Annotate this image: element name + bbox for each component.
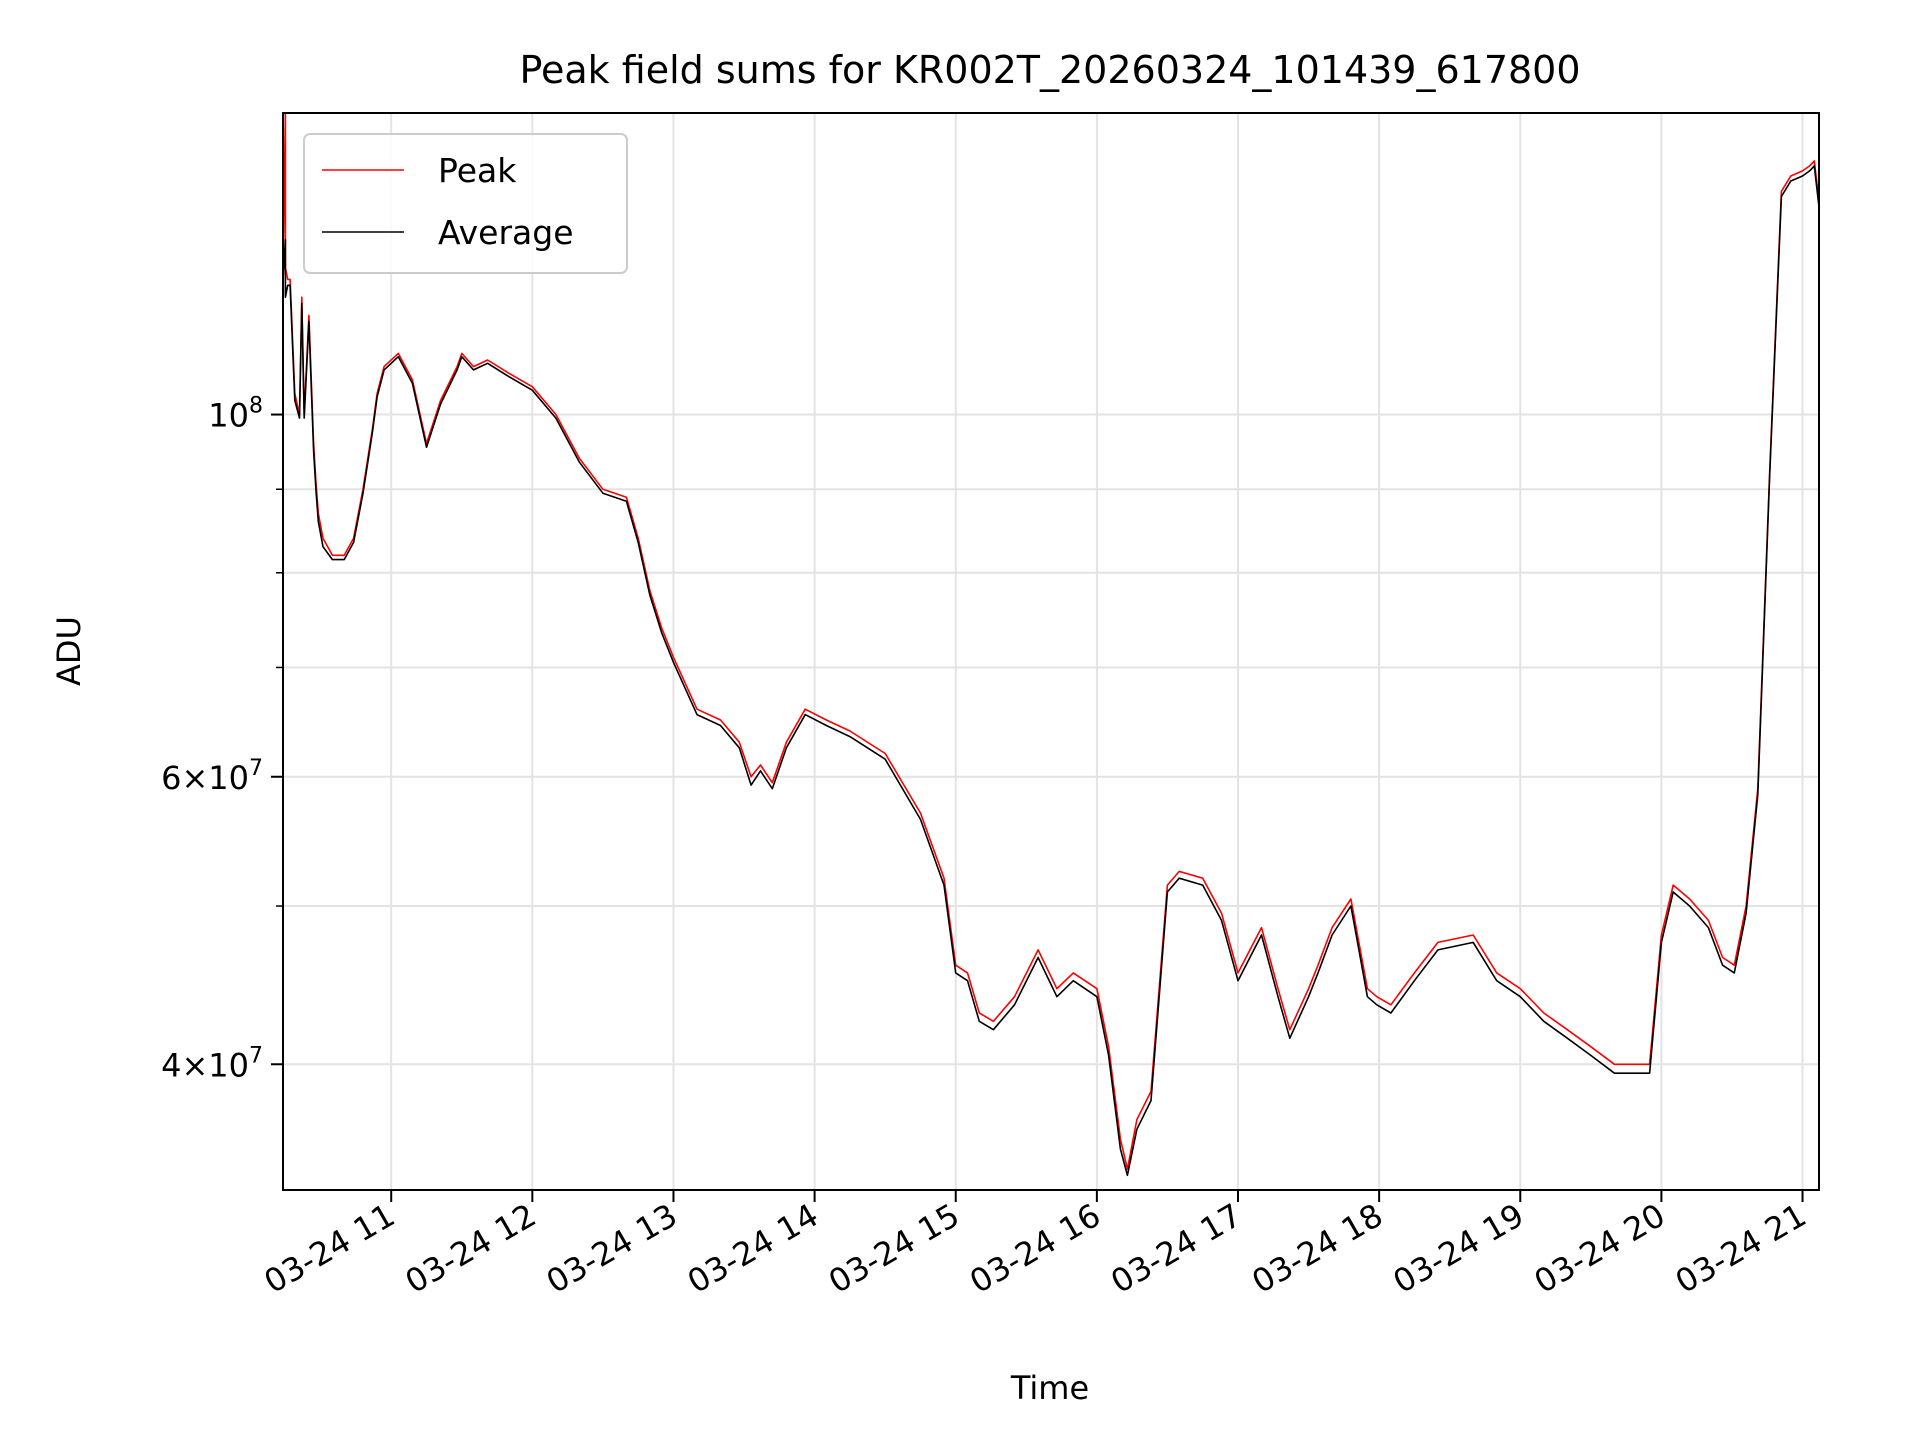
axis-ticks: [271, 413, 1804, 1202]
y-axis-label: ADU: [50, 616, 88, 686]
legend-box: [303, 133, 628, 274]
y-tick-label: 4×107: [161, 1043, 263, 1084]
grid: [283, 113, 1819, 1190]
chart-title: Peak field sums for KR002T_20260324_1014…: [519, 48, 1580, 92]
legend-peak-label: Peak: [438, 151, 517, 190]
plot-background: [283, 113, 1819, 1190]
series-layer: [282, 112, 1820, 1177]
y-tick-label: 6×107: [161, 756, 263, 797]
x-axis-label: Time: [1010, 1369, 1089, 1407]
legend-average-label: Average: [438, 213, 574, 252]
legend: Peak Average: [303, 133, 628, 274]
series-line-average: [282, 165, 1820, 1177]
y-tick-label: 108: [208, 394, 263, 435]
plot-frame: [282, 112, 1820, 1191]
plot-area: [271, 112, 1820, 1202]
